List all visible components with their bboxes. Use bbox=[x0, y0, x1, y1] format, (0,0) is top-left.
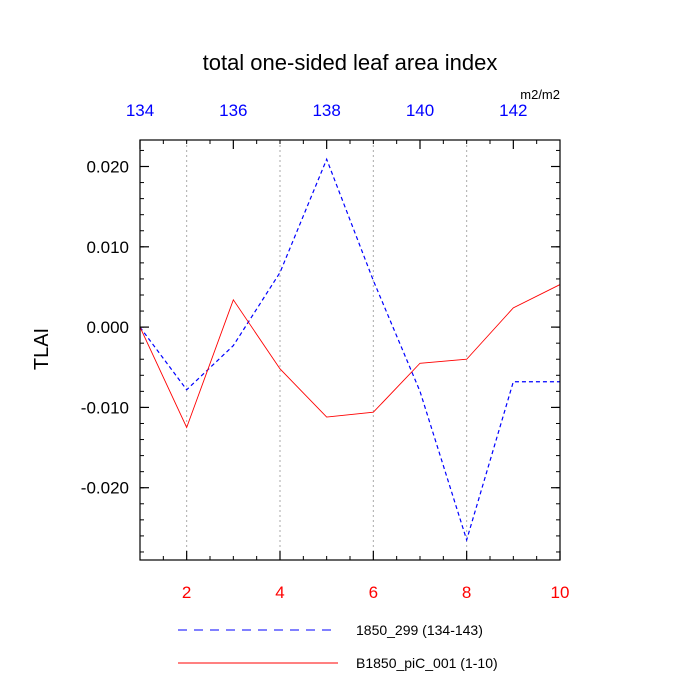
x-bottom-tick-label: 8 bbox=[462, 583, 471, 602]
y-tick-label: -0.020 bbox=[81, 479, 129, 498]
x-top-tick-label: 140 bbox=[406, 101, 434, 120]
x-top-tick-label: 134 bbox=[126, 101, 154, 120]
x-bottom-tick-label: 6 bbox=[369, 583, 378, 602]
y-tick-label: 0.020 bbox=[86, 158, 129, 177]
legend-label: 1850_299 (134-143) bbox=[356, 622, 483, 638]
series-line bbox=[139, 157, 560, 542]
units-label: m2/m2 bbox=[520, 87, 560, 102]
x-bottom-tick-label: 2 bbox=[182, 583, 191, 602]
legend-label: B1850_piC_001 (1-10) bbox=[356, 655, 498, 671]
legend: 1850_299 (134-143) B1850_piC_001 (1-10) bbox=[178, 622, 498, 671]
x-top-tick-label: 142 bbox=[499, 101, 527, 120]
x-top-tick-label: 138 bbox=[312, 101, 340, 120]
tick-layer: 0.020 0.010 0.000 -0.010 -0.020 2 4 6 8 10 134 136 1… bbox=[81, 101, 570, 602]
x-bottom-tick-label: 4 bbox=[275, 583, 284, 602]
y-tick-label: -0.010 bbox=[81, 398, 129, 417]
x-bottom-tick-label: 10 bbox=[551, 583, 570, 602]
chart-title: total one-sided leaf area index bbox=[203, 50, 498, 75]
series-line bbox=[139, 284, 561, 429]
y-axis-label: TLAI bbox=[31, 328, 53, 370]
y-tick-label: 0.010 bbox=[86, 238, 129, 257]
y-tick-label: 0.000 bbox=[86, 318, 129, 337]
grid-layer bbox=[186, 140, 468, 560]
series-layer bbox=[139, 157, 561, 542]
x-top-tick-label: 136 bbox=[219, 101, 247, 120]
